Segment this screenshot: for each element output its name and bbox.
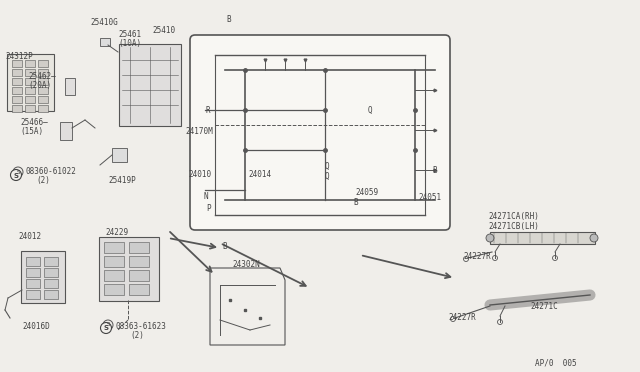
Bar [25,69,35,76]
Bar [38,60,48,67]
Bar [44,268,58,277]
FancyBboxPatch shape [7,54,54,111]
Bar [104,270,124,281]
Text: 25419P: 25419P [108,176,136,185]
Text: 24271C: 24271C [530,302,557,311]
Bar [26,279,40,288]
Circle shape [486,234,494,242]
Text: R: R [205,106,210,115]
Text: 08363-61623: 08363-61623 [115,322,166,331]
Bar [26,257,40,266]
Text: 24170M: 24170M [185,127,212,136]
Bar [12,96,22,103]
Bar [100,38,110,46]
Text: 24271CA(RH): 24271CA(RH) [488,212,539,221]
Text: (10A): (10A) [118,39,141,48]
Bar [129,242,149,253]
Bar [490,232,595,244]
Bar [12,69,22,76]
Text: 25462―: 25462― [28,72,56,81]
Text: B: B [432,166,436,175]
Text: P: P [206,204,211,213]
Circle shape [100,323,111,334]
FancyBboxPatch shape [21,251,65,303]
Bar [38,96,48,103]
FancyBboxPatch shape [119,44,181,126]
Text: 08360-61022: 08360-61022 [26,167,77,176]
FancyBboxPatch shape [190,35,450,230]
Bar [112,148,127,162]
Text: S: S [13,173,19,179]
Text: B: B [222,242,227,251]
Text: AP/0  005: AP/0 005 [535,358,577,367]
Bar [38,87,48,94]
Text: 24302N: 24302N [232,260,260,269]
Text: 25410G: 25410G [90,18,118,27]
Bar [26,268,40,277]
Text: S: S [106,323,109,327]
Text: S: S [16,170,20,174]
Text: 25461: 25461 [118,30,141,39]
Bar [25,60,35,67]
Bar [44,290,58,299]
Text: 24312P: 24312P [5,52,33,61]
Text: (15A): (15A) [20,127,43,136]
Text: (20A): (20A) [28,81,51,90]
Bar [129,284,149,295]
Text: Q: Q [325,172,330,181]
Bar [38,78,48,85]
Bar [12,78,22,85]
Bar [25,78,35,85]
Bar [25,87,35,94]
Bar [25,96,35,103]
Bar [26,290,40,299]
Text: 24229: 24229 [105,228,128,237]
Bar [38,105,48,112]
Text: 24016D: 24016D [22,322,50,331]
Bar [104,284,124,295]
Bar [104,256,124,267]
FancyBboxPatch shape [99,237,159,301]
Bar [38,69,48,76]
Bar [12,105,22,112]
Bar [129,270,149,281]
Circle shape [10,170,22,180]
Bar [12,60,22,67]
Bar [25,105,35,112]
Text: B: B [226,15,230,24]
Bar [104,242,124,253]
Text: N: N [204,192,209,201]
Text: 24227R: 24227R [463,252,491,261]
Polygon shape [210,268,285,345]
Text: 24059: 24059 [355,188,378,197]
Polygon shape [65,78,75,95]
Text: 24051: 24051 [418,193,441,202]
Text: 24010: 24010 [188,170,211,179]
Text: Q: Q [368,106,372,115]
Bar [44,257,58,266]
Circle shape [590,234,598,242]
Text: 24271CB(LH): 24271CB(LH) [488,222,539,231]
Bar [12,87,22,94]
Text: Q: Q [325,162,330,171]
Text: 24012: 24012 [18,232,41,241]
Text: 24227R: 24227R [448,313,476,322]
Bar [44,279,58,288]
Text: (2): (2) [36,176,50,185]
Polygon shape [60,122,72,140]
Text: 25466―: 25466― [20,118,48,127]
Text: (2): (2) [130,331,144,340]
Text: 24014: 24014 [248,170,271,179]
Text: S: S [104,326,109,331]
Text: B: B [353,198,358,207]
Bar [129,256,149,267]
Text: 25410: 25410 [152,26,175,35]
